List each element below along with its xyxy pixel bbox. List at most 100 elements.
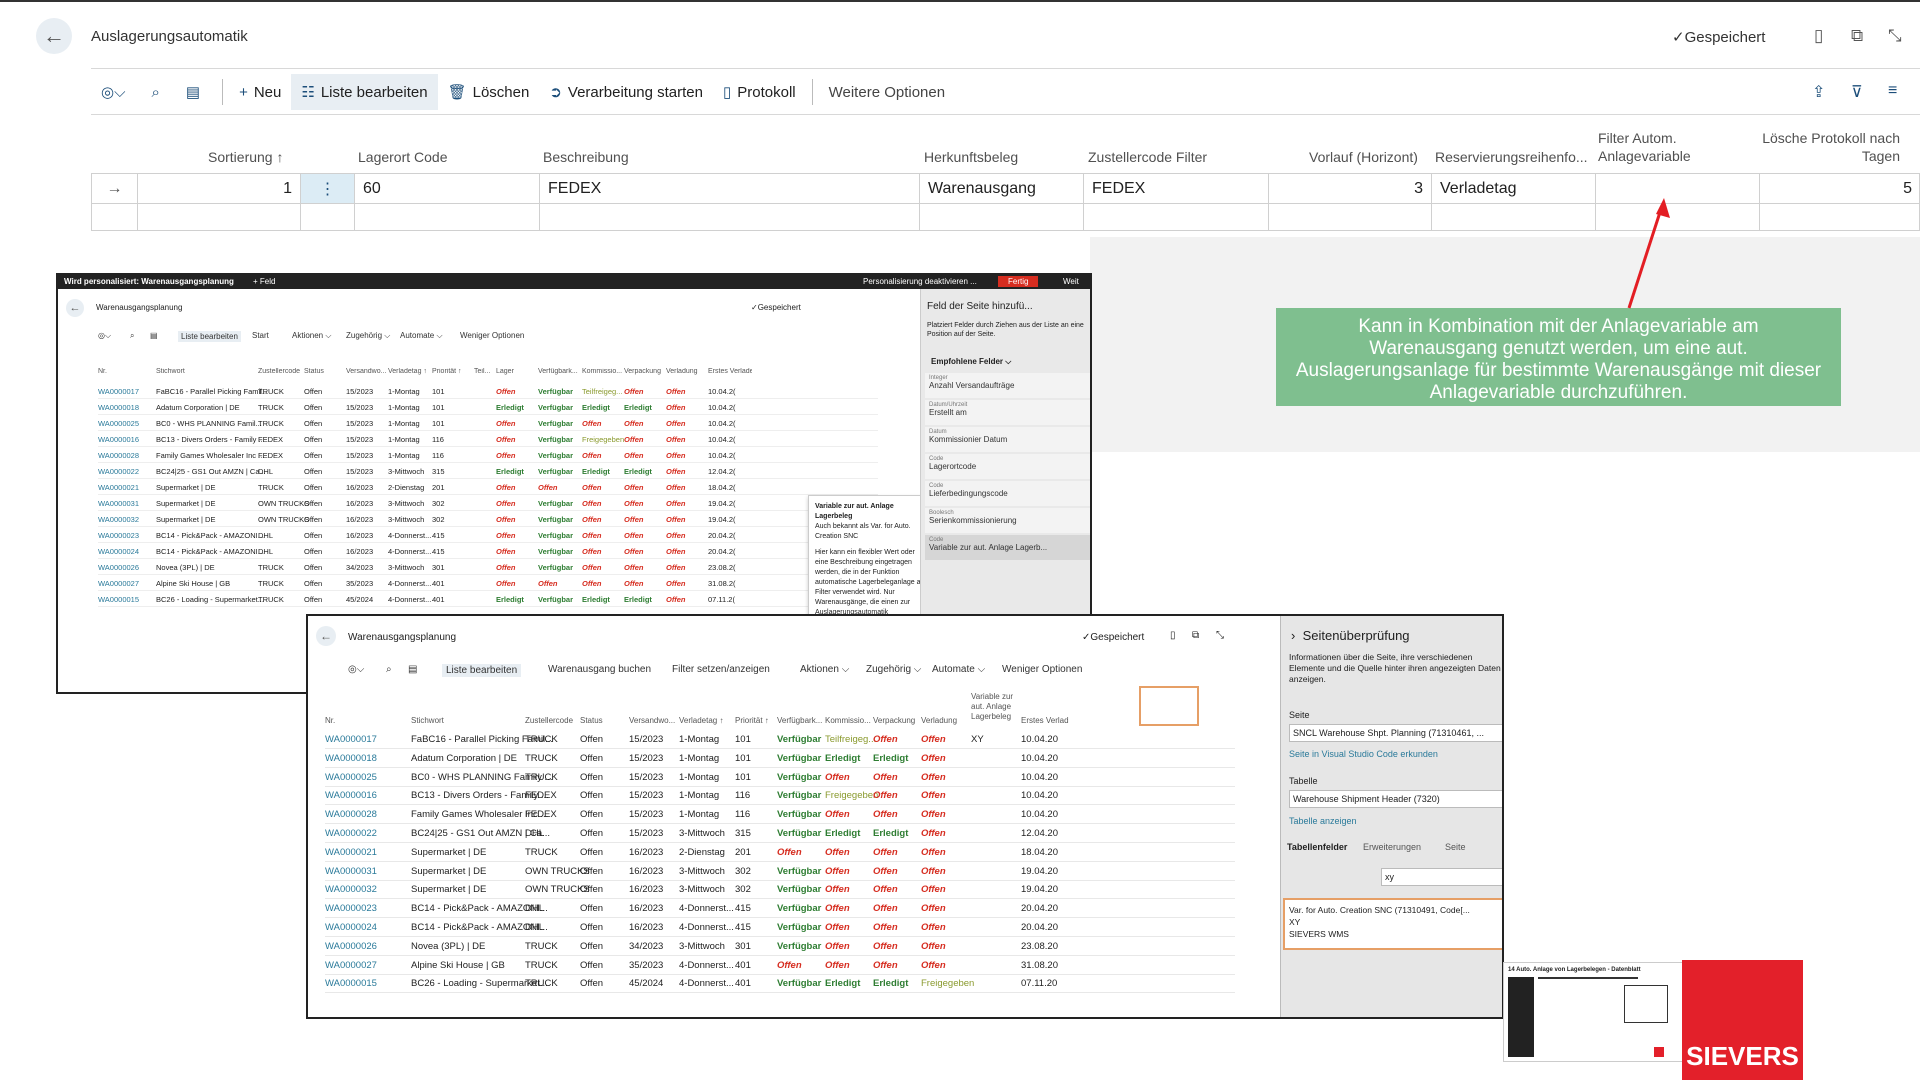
table-cell[interactable]: Verfügbar: [538, 499, 574, 508]
table-cell[interactable]: Offen: [580, 865, 604, 877]
table-cell[interactable]: Offen: [580, 978, 604, 990]
open-new-window-icon[interactable]: ⧉: [1851, 26, 1864, 45]
table-row[interactable]: WA0000017 FaBC16 - Parallel Picking Famil…: [98, 383, 878, 399]
available-field[interactable]: Boolesch Serienkommissionierung: [925, 508, 1090, 533]
available-field[interactable]: Datum Kommissionier Datum: [925, 427, 1090, 452]
table-cell[interactable]: Offen: [666, 515, 686, 524]
table-cell[interactable]: Offen: [873, 790, 898, 802]
table-cell[interactable]: Offen: [666, 499, 686, 508]
table-cell[interactable]: 301: [735, 940, 751, 952]
table-cell[interactable]: DHL: [258, 467, 274, 476]
table-cell[interactable]: Adatum Corporation | DE: [156, 403, 240, 412]
table-cell[interactable]: Offen: [825, 884, 850, 896]
bookmark-icon[interactable]: ▯: [1814, 26, 1824, 45]
table-cell[interactable]: 16/2023: [629, 884, 664, 896]
table-cell[interactable]: Verfügbar: [538, 451, 574, 460]
table-cell[interactable]: 16/2023: [346, 547, 374, 556]
table-cell[interactable]: 15/2023: [346, 435, 374, 444]
table-cell[interactable]: Verfügbar: [777, 752, 822, 764]
delete-button[interactable]: 🗑 Löschen: [438, 74, 540, 110]
table-cell[interactable]: WA0000017: [98, 387, 140, 396]
table-cell[interactable]: TRUCK: [525, 959, 558, 971]
s1-col-header[interactable]: Priorität ↑: [432, 368, 462, 375]
table-cell[interactable]: TRUCK: [258, 403, 284, 412]
table-cell[interactable]: 116: [432, 451, 444, 460]
table-cell[interactable]: FEDEX: [525, 809, 557, 821]
cell-sort[interactable]: 1: [138, 174, 301, 203]
s1-col-header[interactable]: Erstes Verladed...: [708, 368, 752, 375]
s2-col-header[interactable]: Verfügbark...: [777, 716, 823, 725]
table-cell[interactable]: Offen: [873, 865, 898, 877]
table-cell[interactable]: 18.04.2(: [708, 483, 736, 492]
table-cell[interactable]: Offen: [304, 483, 323, 492]
table-cell[interactable]: WA0000025: [98, 419, 140, 428]
table-cell[interactable]: Offen: [304, 467, 323, 476]
table-cell[interactable]: FEDEX: [525, 790, 557, 802]
s2-col-header[interactable]: Stichwort: [411, 716, 444, 725]
table-cell[interactable]: Offen: [304, 403, 323, 412]
table-cell[interactable]: Offen: [496, 579, 516, 588]
list-view-icon[interactable]: ≡: [1888, 82, 1898, 99]
table-cell[interactable]: Offen: [624, 515, 644, 524]
table-cell[interactable]: OWN TRUCKS: [258, 499, 310, 508]
cell-horizon[interactable]: 3: [1269, 174, 1432, 203]
table-cell[interactable]: 35/2023: [629, 959, 664, 971]
table-cell[interactable]: Offen: [921, 922, 946, 933]
table-cell[interactable]: 20.04.2(: [708, 531, 736, 540]
table-cell[interactable]: Offen: [825, 922, 850, 933]
open-new-window-icon[interactable]: ⧉: [1192, 630, 1200, 641]
table-cell[interactable]: Offen: [580, 959, 604, 971]
table-row[interactable]: WA0000018 Adatum Corporation | DE TRUCK Off…: [325, 749, 1235, 768]
table-cell[interactable]: Erledigt: [496, 467, 524, 476]
table-cell[interactable]: TRUCK: [258, 563, 284, 572]
table-cell[interactable]: 401: [735, 959, 751, 971]
table-cell[interactable]: 302: [735, 865, 751, 877]
table-cell[interactable]: Family Games Wholesaler Inc ...: [156, 451, 265, 460]
table-cell[interactable]: 15/2023: [346, 419, 374, 428]
s1-col-header[interactable]: Nr.: [98, 368, 107, 375]
col-location[interactable]: Lagerort Code: [358, 149, 448, 165]
recommended-fields[interactable]: Empfohlene Felder ⌵: [931, 357, 1012, 366]
table-cell[interactable]: DHL: [525, 828, 545, 839]
table-cell[interactable]: 16/2023: [346, 515, 374, 524]
table-cell[interactable]: Verfügbar: [777, 809, 822, 821]
cell-shipper[interactable]: FEDEX: [1084, 174, 1269, 203]
table-cell[interactable]: WA0000031: [325, 865, 377, 877]
table-cell[interactable]: Offen: [580, 828, 604, 839]
table-cell[interactable]: 401: [432, 579, 445, 588]
search-icon[interactable]: ⌕: [386, 664, 392, 675]
table-cell[interactable]: 19.04.20: [1021, 865, 1058, 877]
table-cell[interactable]: Erledigt: [624, 467, 652, 476]
s2-col-header[interactable]: Priorität ↑: [735, 716, 769, 725]
table-cell[interactable]: 4-Donnerst...: [679, 903, 734, 915]
table-cell[interactable]: 16/2023: [346, 483, 374, 492]
start-processing-button[interactable]: ➲ Verarbeitung starten: [539, 74, 713, 110]
table-cell[interactable]: Offen: [582, 515, 602, 524]
table-cell[interactable]: 3-Mittwoch: [679, 884, 725, 896]
table-cell[interactable]: Offen: [825, 771, 850, 783]
table-cell[interactable]: 201: [432, 483, 445, 492]
table-cell[interactable]: TRUCK: [258, 387, 284, 396]
table-cell[interactable]: Offen: [624, 419, 644, 428]
table-cell[interactable]: Offen: [304, 547, 323, 556]
table-cell[interactable]: TRUCK: [525, 940, 558, 952]
table-cell[interactable]: WA0000018: [98, 403, 140, 412]
col-sort[interactable]: Sortierung ↑: [208, 149, 284, 165]
table-cell[interactable]: Offen: [624, 483, 644, 492]
table-cell[interactable]: Offen: [873, 940, 898, 952]
table-cell[interactable]: Alpine Ski House | GB: [156, 579, 231, 588]
table-cell[interactable]: Offen: [304, 419, 323, 428]
table-cell[interactable]: Offen: [666, 419, 686, 428]
table-cell[interactable]: Verfügbar: [777, 790, 822, 802]
table-cell[interactable]: DHL: [525, 922, 545, 933]
table-cell[interactable]: BC14 - Pick&Pack - AMAZONI...: [411, 922, 548, 933]
table-cell[interactable]: 4-Donnerst...: [388, 531, 432, 540]
table-cell[interactable]: 1-Montag: [388, 435, 420, 444]
table-cell[interactable]: Offen: [304, 515, 323, 524]
table-cell[interactable]: 315: [735, 828, 751, 839]
table-cell[interactable]: Offen: [582, 483, 602, 492]
table-cell[interactable]: Offen: [921, 828, 946, 839]
table-cell[interactable]: Offen: [582, 531, 602, 540]
table-cell[interactable]: Erledigt: [582, 595, 610, 604]
table-cell[interactable]: Offen: [496, 547, 516, 556]
